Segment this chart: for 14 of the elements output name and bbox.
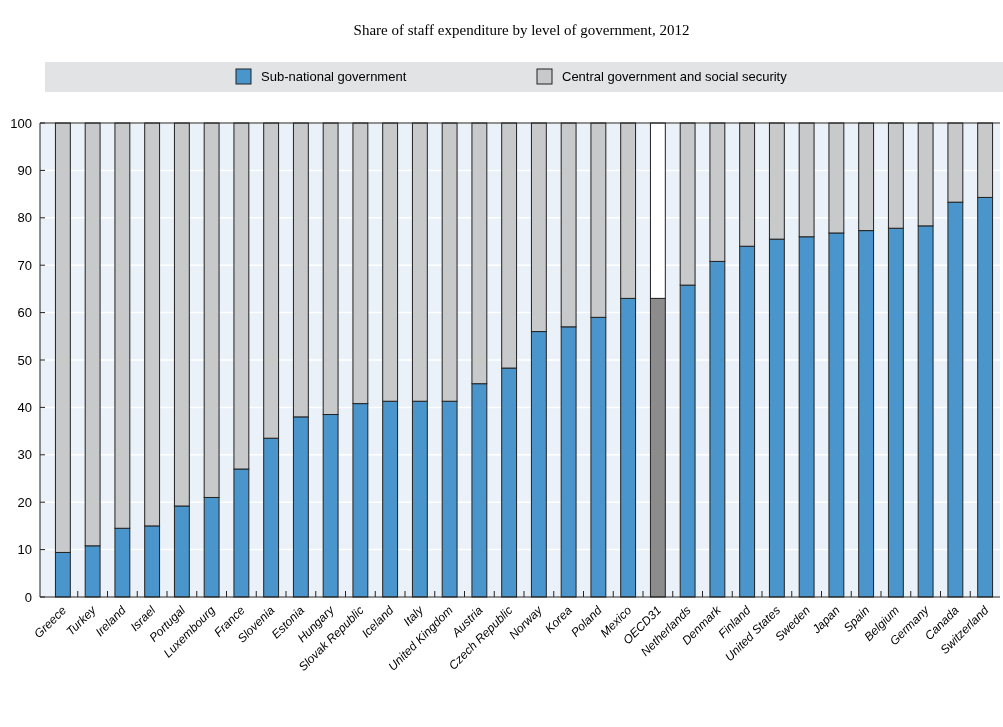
legend-label: Sub-national government	[261, 69, 407, 84]
y-tick-label: 50	[17, 352, 32, 368]
y-tick-label: 10	[17, 542, 32, 558]
y-tick-label: 100	[10, 115, 32, 131]
legend-label: Central government and social security	[562, 69, 788, 84]
chart-title: Share of staff expenditure by level of government, 2012	[353, 22, 690, 38]
y-tick-label: 40	[17, 399, 32, 415]
y-tick-label: 60	[17, 305, 32, 321]
y-tick-label: 70	[17, 257, 32, 273]
y-tick-label: 0	[24, 589, 32, 605]
y-tick-label: 80	[17, 210, 32, 226]
y-tick-label: 90	[17, 162, 32, 178]
y-tick-label: 20	[17, 494, 32, 510]
y-tick-label: 30	[17, 447, 32, 463]
